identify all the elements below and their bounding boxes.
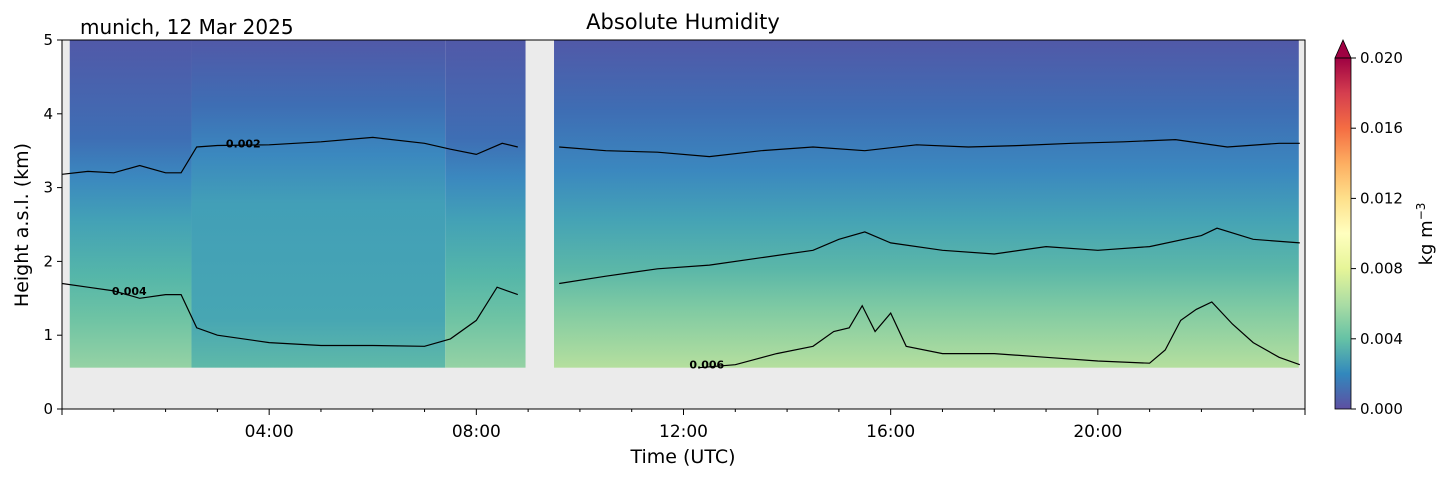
y-tick-label: 2 — [43, 252, 53, 270]
contour-label: 0.004 — [112, 285, 147, 298]
x-tick-label: 16:00 — [866, 422, 915, 442]
contour-label: 0.002 — [226, 137, 261, 150]
colorbar-tick-label: 0.004 — [1360, 330, 1403, 348]
colorbar-tick-label: 0.008 — [1360, 260, 1403, 278]
axes: 0 1 2 3 4 5 04:00 08:00 12:00 16:00 20:00 — [43, 31, 1306, 442]
x-tick-label: 12:00 — [659, 422, 708, 442]
y-tick-label: 5 — [43, 31, 53, 49]
y-tick-label: 0 — [43, 400, 53, 418]
colorbar-extend-arrow — [1334, 39, 1352, 59]
plot-area — [62, 40, 1305, 409]
colorbar-label: kg m−3 — [1414, 203, 1437, 266]
contour-line — [698, 301, 1301, 369]
colorbar-tick-label: 0.000 — [1360, 400, 1403, 418]
colorbar-label-unit: kg m — [1416, 220, 1437, 265]
x-tick-label: 04:00 — [245, 422, 294, 442]
y-axis-label: Height a.s.l. (km) — [11, 143, 33, 307]
field-segment — [191, 40, 446, 368]
location-date-label: munich, 12 Mar 2025 — [80, 15, 294, 39]
x-axis-label: Time (UTC) — [629, 446, 735, 468]
colorbar-tick-label: 0.020 — [1360, 49, 1403, 67]
field-segment — [69, 40, 192, 368]
contour-label: 0.006 — [689, 359, 724, 372]
colorbar-label-exponent: −3 — [1414, 203, 1428, 221]
x-tick-label: 20:00 — [1073, 422, 1122, 442]
field-segment — [445, 40, 526, 368]
colorbar: 0.000 0.004 0.008 0.012 0.016 0.020 — [1334, 39, 1403, 418]
colorbar-frame — [1334, 57, 1352, 410]
y-tick-label: 3 — [43, 179, 53, 197]
field-segment — [554, 40, 1299, 368]
contour-line — [62, 282, 519, 347]
chart-title: Absolute Humidity — [586, 10, 780, 34]
contour-line — [62, 136, 518, 175]
contour-line — [559, 138, 1300, 158]
y-tick-label: 1 — [43, 326, 53, 344]
colorbar-gradient — [1335, 58, 1351, 409]
colorbar-tick-label: 0.016 — [1360, 119, 1403, 137]
contour-line — [559, 227, 1300, 285]
y-tick-label: 4 — [43, 105, 53, 123]
contour-lines: 0.002 0.004 0.006 — [62, 136, 1301, 372]
x-tick-label: 08:00 — [452, 422, 501, 442]
colorbar-tick-label: 0.012 — [1360, 189, 1403, 207]
